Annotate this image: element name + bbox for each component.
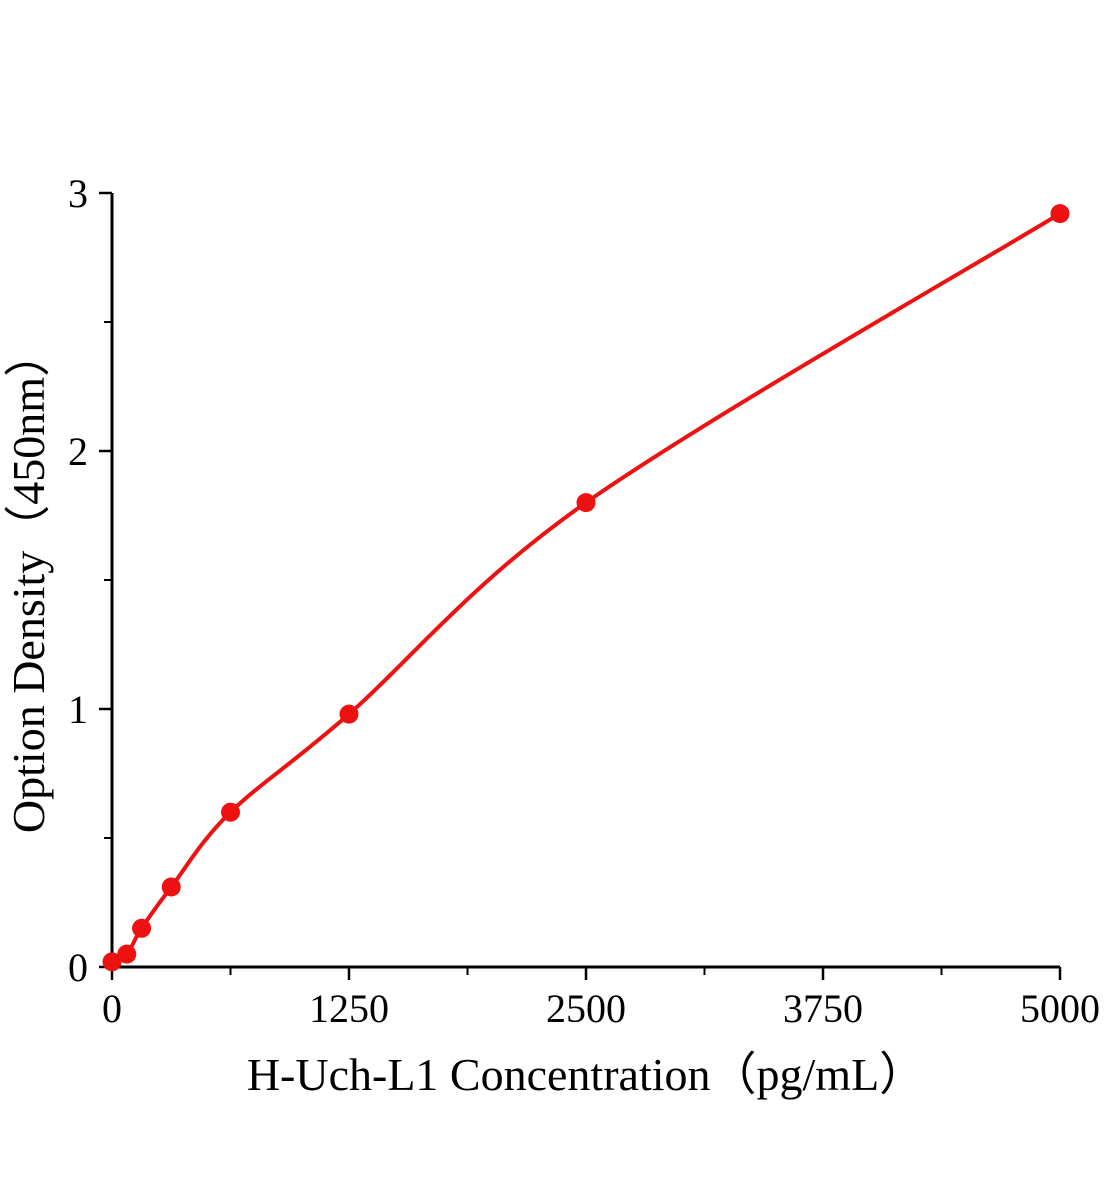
x-tick-label: 5000 [1020, 986, 1100, 1031]
y-tick-label: 0 [68, 945, 88, 990]
plot-layer: 0 1250 2500 3750 5000 0 1 2 3 [68, 171, 1100, 1031]
data-point [1050, 204, 1070, 224]
data-point [339, 704, 359, 724]
fit-curve [110, 211, 1062, 964]
data-point [576, 493, 596, 513]
y-tick-label: 2 [68, 429, 88, 474]
x-tick-label: 0 [102, 986, 122, 1031]
data-point [132, 918, 152, 938]
y-tick-label: 3 [68, 171, 88, 216]
data-point [102, 952, 122, 972]
data-point [117, 944, 137, 964]
x-tick-label: 3750 [783, 986, 863, 1031]
x-axis-title: H-Uch-L1 Concentration（pg/mL） [247, 1049, 925, 1100]
y-tick-label: 1 [68, 687, 88, 732]
x-tick-label: 1250 [309, 986, 389, 1031]
data-point [221, 802, 240, 822]
y-axis-title: Option Density（450nm） [3, 331, 54, 833]
data-point [161, 877, 181, 897]
x-tick-label: 2500 [546, 986, 626, 1031]
